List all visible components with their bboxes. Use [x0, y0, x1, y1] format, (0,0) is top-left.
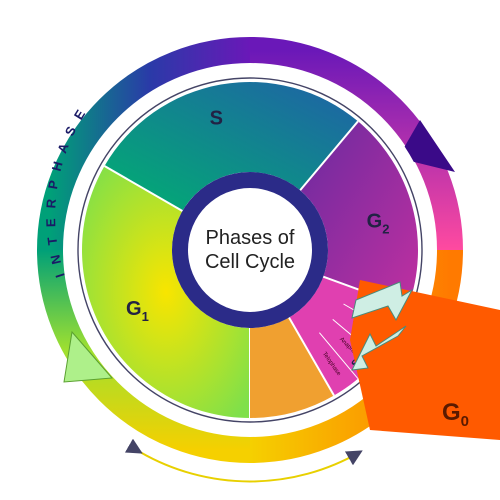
center-hole: [188, 188, 312, 312]
diagram-svg: I N T E R P H A S E ProphaseMetaphaseAna…: [0, 0, 500, 500]
center-label-2: Cell Cycle: [205, 251, 295, 273]
label-s: S: [210, 107, 223, 129]
center-label-1: Phases of: [206, 227, 295, 249]
cell-cycle-diagram: I N T E R P H A S E ProphaseMetaphaseAna…: [0, 0, 500, 500]
